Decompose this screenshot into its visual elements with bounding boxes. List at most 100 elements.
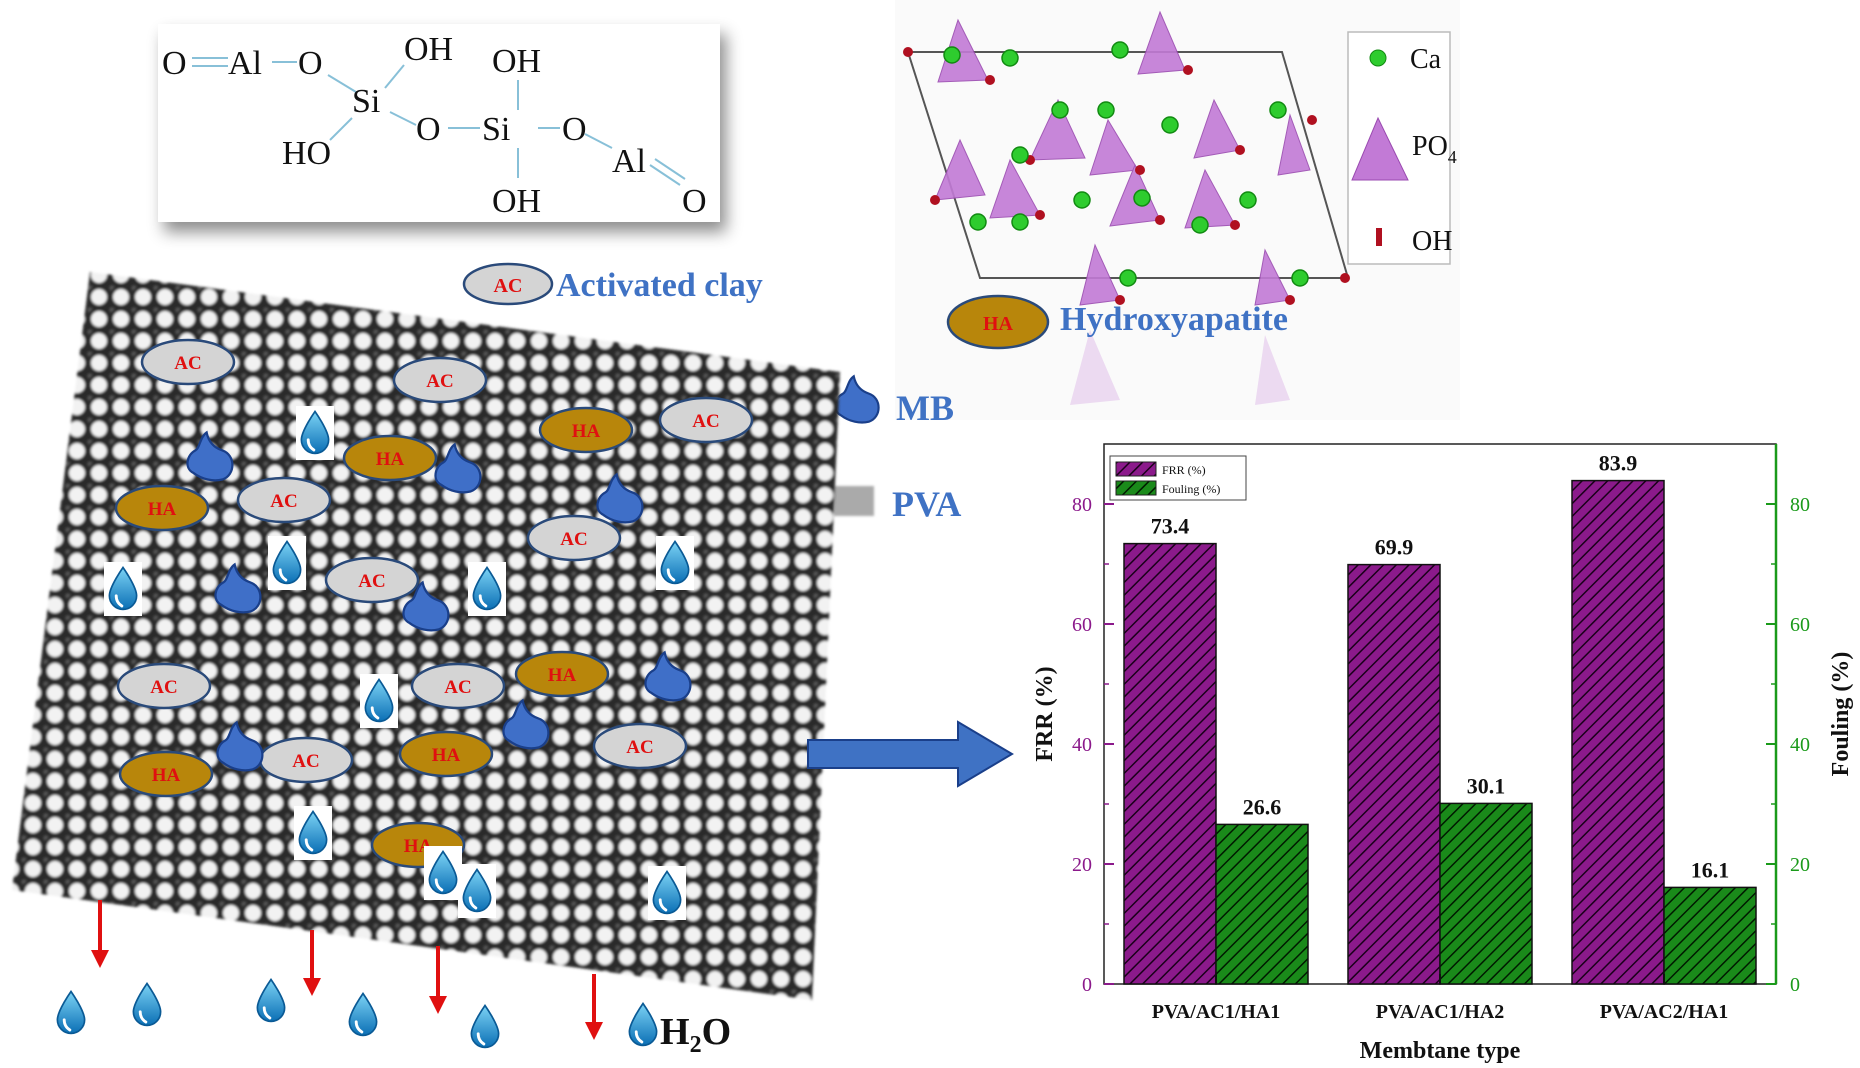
- ha-particle-label: HA: [148, 499, 177, 520]
- ac-particle-label: AC: [270, 491, 297, 512]
- ac-particle: [236, 476, 332, 524]
- y2-axis-label: Fouling (%): [1828, 652, 1854, 777]
- ac-particle-label: AC: [174, 353, 201, 374]
- ac-particle-label: AC: [692, 411, 719, 432]
- ha-particle-label: HA: [548, 665, 577, 686]
- crystal-panel: Ca PO4 OH: [895, 0, 1460, 420]
- x-tick-label: PVA/AC1/HA2: [1376, 1001, 1505, 1023]
- atom-o1: O: [162, 45, 187, 82]
- ac-particle: [392, 356, 488, 404]
- atom-al2: Al: [612, 143, 646, 180]
- x-axis-label: Membtane type: [1360, 1038, 1521, 1063]
- water-label: H2O: [660, 1011, 731, 1058]
- ac-particle-label: AC: [426, 371, 453, 392]
- permeate-arrowhead-icon: [303, 978, 321, 996]
- ac-particle: [140, 338, 236, 386]
- bar-value-label: 16.1: [1691, 857, 1730, 882]
- atom-ho: HO: [282, 135, 331, 172]
- bar-value-label: 26.6: [1243, 794, 1282, 819]
- flow-arrow: [807, 720, 1014, 788]
- bar-value-label: 83.9: [1599, 451, 1638, 476]
- permeate-drop-icon: [347, 992, 379, 1037]
- axis-ticks: 0 0 20 20 40 40 60 60 80 80: [1072, 494, 1810, 996]
- legend-frr-swatch: [1115, 461, 1157, 477]
- ac-legend-label: Activated clay: [556, 267, 763, 304]
- ca-atoms: [943, 41, 1309, 287]
- y-axis-label: FRR (%): [1032, 666, 1058, 761]
- atom-o4: O: [562, 111, 587, 148]
- ha-particle-label: HA: [432, 745, 461, 766]
- legend-fouling-label: Fouling (%): [1162, 482, 1220, 496]
- y-tick-label: 80: [1072, 494, 1092, 516]
- bar-frr: [1571, 479, 1665, 985]
- ha-legend-icon: [946, 294, 1050, 350]
- atom-oh-bottom: OH: [492, 183, 541, 220]
- crystal-legend-po4: PO4: [1412, 131, 1457, 167]
- y2-tick-label: 0: [1790, 974, 1800, 996]
- atom-al1: Al: [228, 45, 262, 82]
- frr-fouling-chart: 0 0 20 20 40 40 60 60 80 80 73.4 26.6 69.9 30.1 83.9 1…: [1032, 443, 1854, 1064]
- permeate-drop-icon: [469, 1004, 501, 1049]
- y2-tick-label: 20: [1790, 854, 1810, 876]
- ac-particle: [592, 722, 688, 770]
- permeate-arrowhead-icon: [585, 1022, 603, 1040]
- mb-legend-label: MB: [896, 388, 954, 428]
- permeate-drop-icon: [255, 978, 287, 1023]
- ac-particle-label: AC: [560, 529, 587, 550]
- bar-fouling: [1663, 886, 1757, 985]
- chart-legend: FRR (%) Fouling (%): [1109, 455, 1247, 501]
- ac-particle-label: AC: [292, 751, 319, 772]
- bars: 73.4 26.6 69.9 30.1 83.9 16.1: [1123, 451, 1757, 985]
- bar-value-label: 30.1: [1467, 773, 1506, 798]
- ac-particle: [116, 662, 212, 710]
- y-tick-label: 40: [1072, 734, 1092, 756]
- crystal-legend-oh: OH: [1412, 226, 1452, 257]
- ha-particle-label: HA: [152, 765, 181, 786]
- x-tick-label: PVA/AC2/HA1: [1600, 1001, 1729, 1023]
- ha-particle: [118, 750, 214, 798]
- atom-o2: O: [298, 45, 323, 82]
- ha-particle: [342, 434, 438, 482]
- legend-frr-label: FRR (%): [1162, 463, 1206, 477]
- crystal-legend-ca: Ca: [1410, 44, 1442, 75]
- component-legend: AC Activated clay HA Hydroxyapatite MB P…: [462, 262, 1288, 524]
- ha-particle-label: HA: [376, 449, 405, 470]
- legend-fouling-swatch: [1115, 480, 1157, 496]
- y2-tick-label: 40: [1790, 734, 1810, 756]
- bar-fouling: [1439, 802, 1533, 985]
- ha-particle: [114, 484, 210, 532]
- atom-oh-top2: OH: [492, 43, 541, 80]
- permeate-arrowhead-icon: [91, 950, 109, 968]
- ac-particle-label: AC: [150, 677, 177, 698]
- ha-particle-label: HA: [572, 421, 601, 442]
- ha-legend-label: Hydroxyapatite: [1060, 301, 1288, 338]
- y2-tick-label: 80: [1790, 494, 1810, 516]
- x-tick-label: PVA/AC1/HA1: [1152, 1001, 1281, 1023]
- pva-legend-label: PVA: [892, 484, 961, 524]
- ha-particle: [398, 730, 494, 778]
- y-tick-label: 20: [1072, 854, 1092, 876]
- y2-tick-label: 60: [1790, 614, 1810, 636]
- formula-panel: O Al O OH Si HO O Si OH OH O Al O: [158, 24, 720, 222]
- crystal-reflection: [1070, 330, 1290, 405]
- ca-legend-icon: [1369, 49, 1387, 67]
- ha-particle: [514, 650, 610, 698]
- atom-o3: O: [416, 111, 441, 148]
- ac-legend-icon: [462, 262, 554, 306]
- oh-legend-icon: [1376, 228, 1382, 246]
- ac-particle: [658, 396, 754, 444]
- ac-legend-badge: AC: [494, 275, 523, 297]
- po4-legend-icon: [1351, 116, 1409, 181]
- category-labels: PVA/AC1/HA1 PVA/AC1/HA2 PVA/AC2/HA1: [1152, 974, 1729, 1023]
- bar-value-label: 73.4: [1151, 514, 1190, 539]
- bar-frr: [1123, 542, 1217, 985]
- y-tick-label: 0: [1082, 974, 1092, 996]
- atom-si2: Si: [482, 111, 510, 148]
- permeate-drop-icon: [627, 1002, 659, 1047]
- atom-o5: O: [682, 183, 707, 220]
- ha-particle: [538, 406, 634, 454]
